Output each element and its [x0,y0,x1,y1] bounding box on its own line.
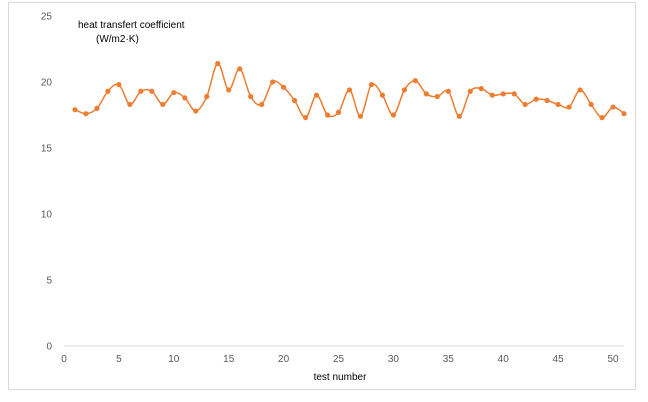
data-point [313,92,320,98]
data-point [281,84,287,90]
data-point [335,109,342,115]
data-point [588,101,594,108]
data-point [226,87,232,93]
data-point [544,97,550,104]
x-tick-label: 20 [278,354,290,365]
data-point [511,91,517,97]
data-point [193,108,199,114]
y-tick-label: 10 [41,210,53,221]
data-point [259,101,265,108]
data-point [500,91,506,97]
data-point [445,88,451,94]
data-point [412,78,418,84]
data-point [368,82,375,88]
data-point [270,79,276,85]
data-point [423,91,429,97]
data-point [489,92,495,98]
data-point [357,113,364,119]
x-tick-label: 15 [223,354,235,365]
x-axis-title: test number [314,372,367,383]
data-point [302,115,309,121]
data-point [533,96,539,102]
data-markers [72,60,627,121]
data-point [379,92,386,98]
data-point [83,111,89,117]
data-point [149,88,155,94]
data-point [456,113,462,119]
chart-frame [8,2,636,390]
x-tick-label: 45 [553,354,565,365]
data-point [94,105,100,111]
data-point [610,104,616,110]
data-point [72,107,78,113]
data-point [116,82,122,88]
data-point [237,66,243,72]
x-tick-label: 25 [333,354,345,365]
annotation-line-2: (W/m2·K) [96,34,139,45]
data-point [390,112,397,118]
x-tick-label: 10 [168,354,180,365]
data-point [599,115,605,121]
x-tick-label: 50 [607,354,619,365]
data-point [182,95,188,101]
data-point [215,60,221,67]
data-point [577,87,583,93]
y-axis-ticks: 0 5 10 15 20 25 [41,12,53,353]
data-point [291,97,298,104]
data-point [105,88,111,94]
y-tick-label: 5 [46,276,52,287]
x-tick-label: 40 [498,354,510,365]
x-tick-label: 5 [116,354,122,365]
y-tick-label: 20 [41,78,53,89]
data-point [467,88,473,94]
data-point [434,93,440,100]
data-point [566,104,572,110]
x-tick-label: 0 [61,354,67,365]
y-tick-label: 0 [46,342,52,353]
y-tick-label: 25 [41,12,53,23]
data-point [324,112,331,118]
data-point [171,89,177,96]
data-point [346,87,353,93]
y-tick-label: 15 [41,144,53,155]
data-point [204,93,210,100]
x-tick-label: 35 [443,354,455,365]
data-point [401,87,407,93]
data-point [160,101,166,108]
x-axis-ticks: 0 5 10 15 20 25 30 35 40 45 50 [61,354,619,365]
data-point [127,101,133,108]
data-point [248,93,254,100]
data-point [555,101,561,108]
data-point [138,88,144,94]
data-point [478,86,484,92]
x-tick-label: 30 [388,354,400,365]
data-point [522,101,528,108]
annotation-line-1: heat transfert coefficient [78,20,185,31]
data-point [621,111,627,117]
